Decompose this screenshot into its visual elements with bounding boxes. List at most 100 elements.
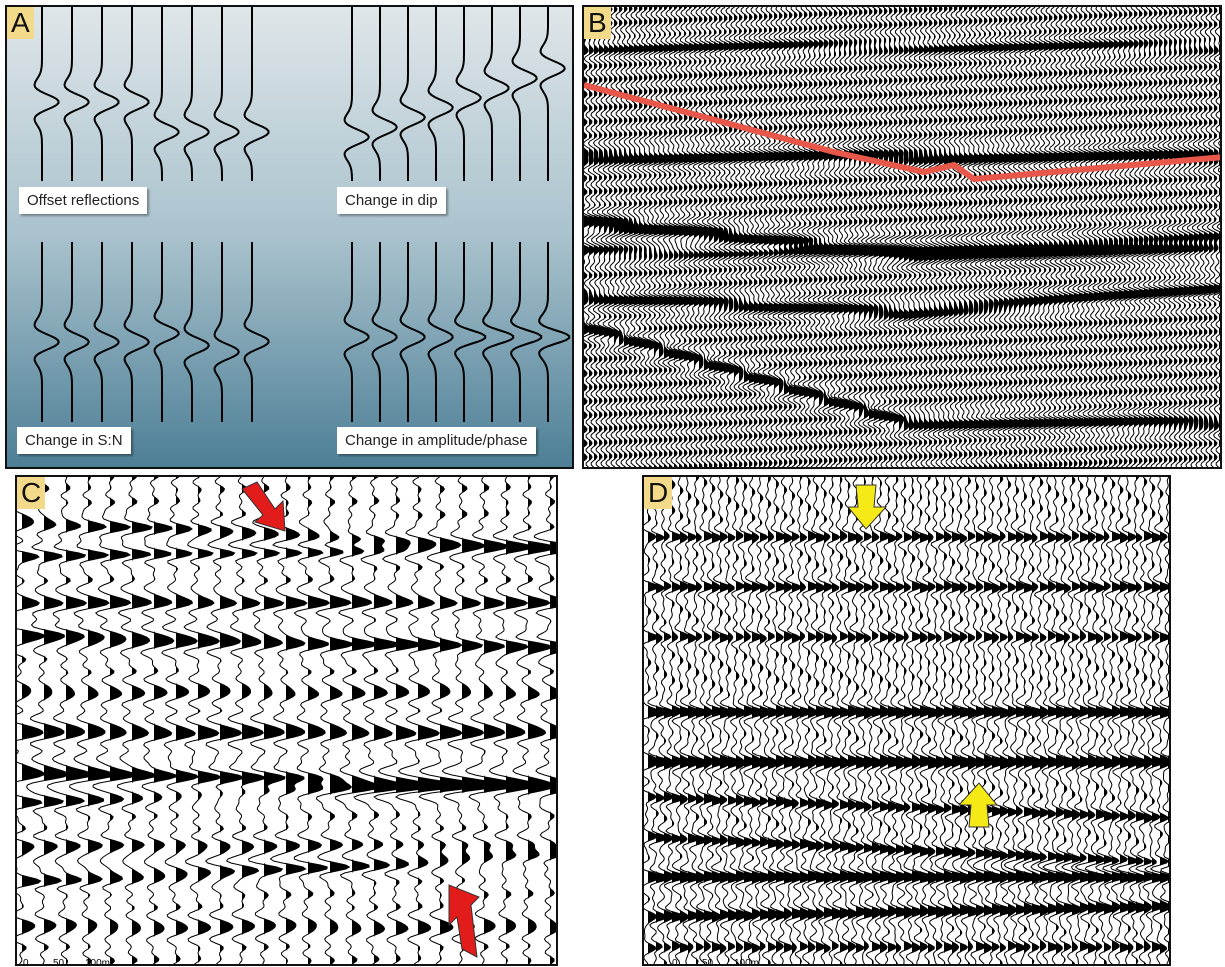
trace	[345, 242, 369, 422]
trace-fill	[824, 477, 838, 966]
trace	[991, 477, 1013, 966]
trace	[47, 477, 92, 966]
trace	[1085, 477, 1110, 966]
trace	[93, 477, 136, 966]
trace	[401, 242, 425, 422]
trace-fill	[1032, 477, 1046, 966]
scale-label: 0	[672, 958, 678, 966]
trace	[125, 242, 149, 422]
trace	[1136, 477, 1156, 966]
trace	[728, 477, 748, 966]
trace	[245, 242, 269, 422]
panel-a: A Offset reflections Change in dip Chang…	[5, 5, 574, 469]
panel-letter: D	[644, 477, 672, 509]
trace-fill	[879, 7, 894, 469]
trace-fill	[720, 477, 734, 966]
trace	[744, 477, 766, 966]
page: A Offset reflections Change in dip Chang…	[0, 0, 1225, 967]
trace-fill	[1000, 477, 1013, 966]
trace	[70, 477, 115, 966]
trace	[65, 242, 89, 422]
panel-a-traces	[7, 7, 574, 469]
trace	[865, 477, 884, 966]
trace	[125, 7, 149, 181]
panel-c: C 0 50 100m	[15, 475, 558, 966]
trace	[483, 242, 513, 422]
trace-fill	[804, 7, 814, 469]
trace	[881, 477, 903, 966]
trace-fill	[896, 477, 909, 966]
trace	[35, 7, 59, 181]
trace	[429, 7, 453, 181]
trace	[185, 242, 209, 422]
label: Change in S:N	[17, 427, 131, 454]
trace-fill	[644, 7, 654, 469]
panel-b: B	[582, 5, 1222, 469]
trace	[541, 7, 565, 181]
trace	[853, 7, 875, 469]
trace	[776, 477, 798, 966]
trace-fill	[242, 477, 265, 966]
trace	[455, 242, 485, 422]
trace	[967, 477, 989, 966]
trace	[485, 7, 509, 181]
scale-label: 0	[23, 958, 29, 966]
trace	[95, 242, 119, 422]
trace	[1116, 477, 1142, 966]
trace	[1151, 477, 1171, 966]
trace-fill	[816, 477, 831, 966]
panel-b-traces	[584, 7, 1222, 469]
trace-fill	[1104, 477, 1116, 966]
trace	[457, 7, 481, 181]
trace	[513, 7, 537, 181]
trace	[95, 7, 119, 181]
trace	[35, 242, 59, 422]
trace	[1160, 477, 1171, 966]
trace-fill	[884, 7, 899, 469]
trace	[1065, 7, 1085, 469]
trace	[206, 477, 244, 966]
trace	[872, 477, 895, 966]
trace	[703, 477, 726, 966]
trace	[401, 7, 425, 181]
trace	[245, 7, 269, 181]
arrow	[449, 885, 479, 957]
panel-letter: C	[17, 477, 45, 509]
trace	[155, 7, 179, 181]
trace	[373, 242, 397, 422]
panel-letter: B	[584, 7, 611, 39]
trace	[857, 7, 880, 469]
trace-fill	[680, 477, 693, 966]
trace-fill	[154, 477, 176, 966]
trace	[345, 7, 369, 181]
trace	[984, 477, 1006, 966]
trace	[429, 242, 453, 422]
scale-label: 100m	[734, 958, 759, 966]
trace-fill	[809, 7, 819, 469]
trace-fill	[1024, 477, 1039, 966]
trace	[793, 477, 813, 966]
trace	[848, 477, 871, 966]
trace	[215, 242, 239, 422]
trace	[539, 242, 569, 422]
trace	[1143, 477, 1166, 966]
label: Change in dip	[337, 187, 446, 214]
scale-label: 50	[702, 958, 713, 966]
label: Offset reflections	[19, 187, 147, 214]
trace	[848, 7, 870, 469]
trace	[117, 477, 155, 966]
trace-fill	[776, 477, 791, 966]
trace	[930, 477, 950, 966]
trace	[155, 242, 179, 422]
panel-d: D 0 50 100m	[642, 475, 1171, 966]
trace-fill	[264, 477, 285, 966]
trace-fill	[792, 477, 805, 966]
trace-fill	[712, 477, 726, 966]
trace	[697, 477, 718, 966]
panel-d-traces	[644, 477, 1171, 966]
panel-letter: A	[7, 7, 34, 39]
scale-label: 100m	[85, 958, 110, 966]
trace-fill	[176, 477, 198, 966]
trace	[1038, 477, 1061, 966]
label: Change in amplitude/phase	[337, 427, 536, 454]
